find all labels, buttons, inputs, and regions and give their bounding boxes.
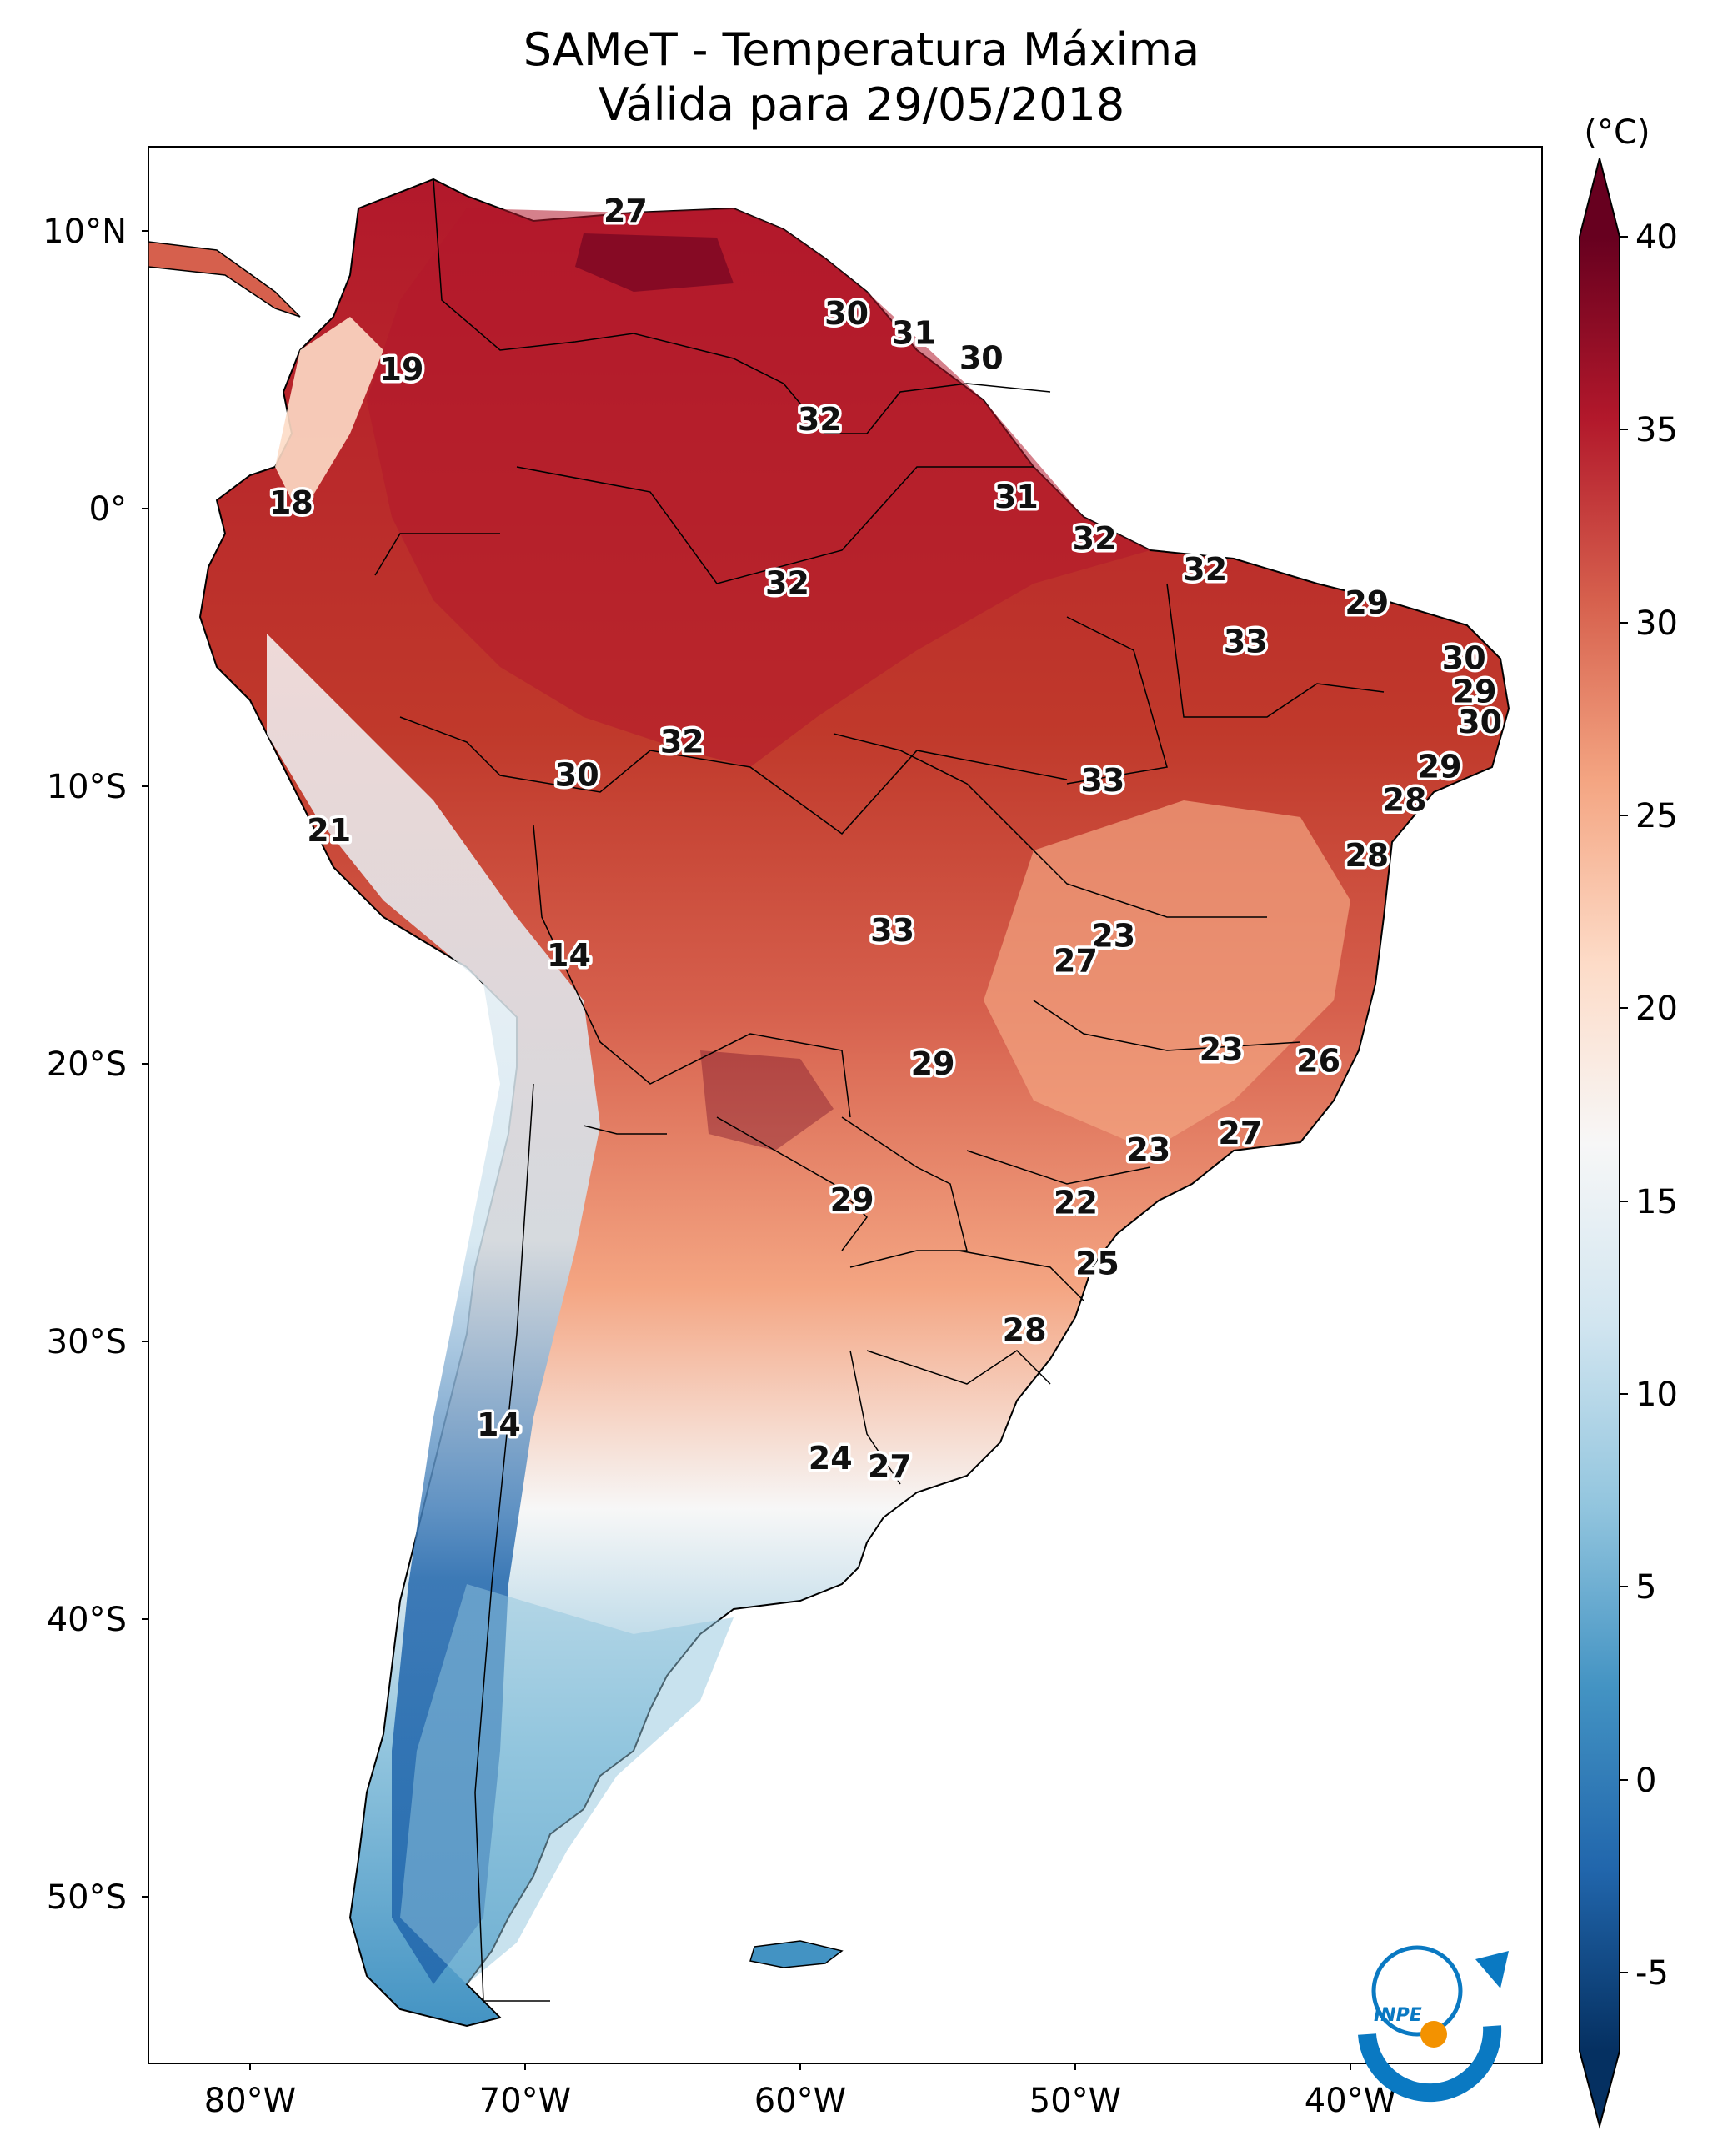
station-value-label: 28 (1345, 837, 1389, 874)
andes-cold-strip (267, 634, 600, 1984)
station-value-label: 27 (604, 193, 648, 229)
station-value-label: 28 (1003, 1312, 1047, 1349)
lon-tick-label: 60°W (754, 2082, 846, 2120)
logo-text: INPE (1374, 2005, 1422, 2026)
colorbar-tick-label: 0 (1635, 1762, 1656, 1800)
station-value-label: 27 (868, 1448, 912, 1485)
chart-title-line2: Válida para 29/05/2018 (598, 78, 1125, 131)
inpe-logo: INPE (1358, 1945, 1509, 2103)
chart-title-line1: SAMeT - Temperatura Máxima (523, 23, 1200, 76)
logo-ring (1371, 1945, 1463, 2037)
lat-tick-label: 10°N (43, 213, 127, 251)
temperature-field (148, 178, 1510, 2028)
andes-colombia-cool (275, 317, 383, 517)
lat-tick-label: 50°S (47, 1878, 127, 1917)
lon-tick-label: 40°W (1305, 2082, 1396, 2120)
station-value-label: 21 (307, 812, 351, 849)
lat-tick-label: 20°S (47, 1045, 127, 1084)
station-value-label: 30 (1458, 704, 1502, 740)
station-value-label: 22 (1054, 1184, 1098, 1221)
station-value-label: 25 (1075, 1246, 1119, 1282)
colorbar-min-extend (1580, 2051, 1620, 2126)
station-value-label: 33 (1080, 762, 1124, 799)
longitude-ticks: 80°W 70°W 60°W 50°W 40°W (204, 2063, 1396, 2120)
station-value-label: 27 (1218, 1115, 1262, 1151)
colorbar-tick-label: -5 (1635, 1954, 1669, 1993)
colorbar-tick-label: 15 (1635, 1183, 1678, 1221)
logo-arrow (1475, 1951, 1509, 1988)
station-value-label: 30 (959, 340, 1004, 377)
lat-tick-label: 10°S (47, 768, 127, 806)
colorbar-unit: (°C) (1584, 113, 1650, 152)
lon-tick-label: 80°W (204, 2082, 296, 2120)
lon-tick-label: 50°W (1029, 2082, 1121, 2120)
latitude-ticks: 10°N 0° 10°S 20°S 30°S 40°S 50°S (43, 213, 148, 1917)
colorbar-tick-label: 30 (1635, 604, 1678, 643)
lat-tick-label: 0° (89, 490, 127, 529)
station-value-label: 30 (555, 756, 599, 793)
country-borders (374, 178, 1385, 2002)
colorbar-tick-label: 10 (1635, 1376, 1678, 1414)
central-america-landmass (148, 241, 301, 318)
station-value-label: 28 (1383, 781, 1427, 818)
colorbar-ramp (1580, 237, 1620, 2051)
station-value-label: 19 (380, 351, 424, 388)
station-value-label: 30 (1442, 639, 1486, 676)
station-value-label: 29 (830, 1181, 874, 1218)
station-value-label: 33 (870, 912, 914, 949)
station-value-label: 27 (1054, 943, 1098, 980)
station-value-label: 29 (1453, 673, 1497, 709)
station-value-label: 32 (1183, 551, 1227, 588)
station-value-label: 32 (660, 723, 704, 760)
station-value-label: 23 (1091, 918, 1135, 955)
lat-tick-label: 30°S (47, 1323, 127, 1361)
station-value-label: 14 (547, 937, 591, 974)
station-value-label: 24 (809, 1440, 853, 1477)
station-value-label: 23 (1126, 1131, 1170, 1168)
station-value-label: 29 (911, 1045, 955, 1082)
station-value-label: 18 (269, 484, 313, 521)
colorbar-tick-label: 40 (1635, 218, 1678, 257)
colorbar-ticks: 40 35 30 25 20 15 10 5 0 -5 (1620, 218, 1678, 1993)
colorbar: (°C) 40 35 30 25 20 15 10 5 0 -5 (1579, 113, 1678, 2129)
station-value-label: 31 (892, 315, 936, 352)
colorbar-tick-label: 5 (1635, 1568, 1656, 1607)
station-value-label: 29 (1418, 748, 1462, 785)
station-value-label: 26 (1296, 1043, 1340, 1080)
colorbar-tick-label: 25 (1635, 797, 1678, 835)
station-value-label: 32 (1073, 520, 1117, 557)
falkland-islands (749, 1940, 844, 1968)
station-value-label: 30 (824, 295, 869, 332)
logo-swoosh (1358, 2025, 1502, 2103)
logo-orange-dot (1420, 2021, 1447, 2048)
colorbar-tick-label: 35 (1635, 411, 1678, 449)
colorbar-max-extend (1580, 158, 1620, 237)
station-value-label: 14 (477, 1406, 521, 1443)
lat-tick-label: 40°S (47, 1601, 127, 1639)
hot-core-north (367, 208, 1150, 767)
station-value-label: 23 (1200, 1031, 1244, 1068)
station-value-label: 33 (1224, 623, 1268, 659)
station-value-label: 31 (994, 479, 1039, 515)
station-value-label: 32 (765, 564, 809, 601)
lon-tick-label: 70°W (479, 2082, 571, 2120)
colorbar-tick-label: 20 (1635, 990, 1678, 1028)
hot-spot-venezuela (575, 233, 734, 292)
station-value-label: 32 (798, 401, 842, 438)
southeast-brazil-cooler (984, 800, 1350, 1151)
station-value-label: 29 (1345, 584, 1389, 621)
hot-spot-chaco (700, 1050, 834, 1151)
